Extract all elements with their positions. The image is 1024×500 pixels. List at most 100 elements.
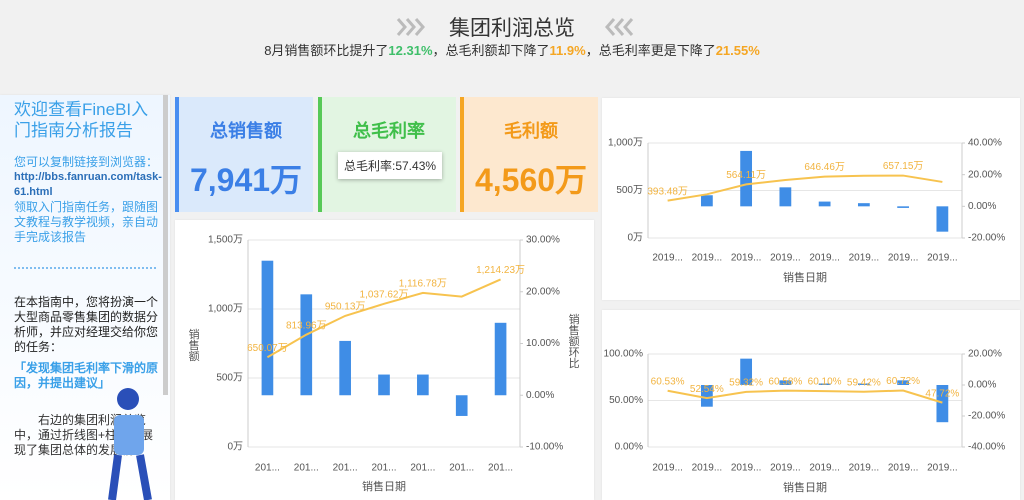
x-tick-label: 201... [449,463,474,474]
data-label: 60.10% [808,377,842,388]
bar [740,150,753,207]
sidebar-link[interactable]: http://bbs.fanruan.com/task-61.html [14,171,162,198]
kpi-title: 总销售额 [210,121,282,141]
line [667,389,943,404]
data-label: 1,214.23万 [476,265,525,276]
x-tick-label: 2019... [809,253,840,264]
y-axis-title: 销售额 [187,327,200,362]
y2-tick-label: 0.00% [968,201,996,212]
data-label: 393.48万 [647,186,688,197]
data-label: 59.42% [847,377,881,388]
sidebar-mission: 「发现集团毛利率下滑的原因，并提出建议」 [14,361,159,390]
y2-tick-label: -40.00% [968,442,1005,453]
illustration [108,388,152,500]
bar [857,383,870,385]
y-tick-label: 0万 [227,442,243,453]
kpi-value: 4,560万 [474,162,588,198]
bar [857,203,870,207]
y-tick-label: 1,000万 [208,304,243,315]
chart: 0.00% 50.00% 100.00% -40.00% -20.00% 0.00% 20.… [604,349,1006,494]
x-tick-label: 2019... [849,253,880,264]
y2-tick-label: 0.00% [968,380,996,391]
x-tick-label: 201... [410,463,435,474]
bar [339,340,351,396]
sidebar-divider [14,267,156,269]
y2-tick-label: 40.00% [968,138,1002,149]
bar [417,374,429,396]
y2-tick-label: -20.00% [968,233,1005,244]
y2-tick-label: 30.00% [526,235,560,246]
data-label: 564.11万 [726,170,766,181]
y2-axis-title: 销售额环比 [567,312,580,368]
y2-tick-label: 20.00% [968,169,1002,180]
x-tick-label: 2019... [731,253,762,264]
data-label: 60.53% [651,376,685,387]
y-tick-label: 0.00% [615,442,643,453]
x-axis-title: 销售日期 [783,480,827,494]
y-tick-label: 50.00% [609,395,643,406]
bar [378,374,390,396]
data-label: 47.72% [925,388,959,399]
x-tick-label: 201... [255,463,280,474]
chart: 0万 500万 1,000万 1,500万 -10.00% 0.00% 10.00% 20.0… [187,235,580,493]
kpi-title: 毛利额 [504,121,558,141]
x-tick-label: 201... [488,463,513,474]
bar [936,206,949,232]
line [266,278,501,359]
page-subtitle: 8月销售额环比提升了12.31%，总毛利额却下降了11.9%，总毛利率更是下降了… [0,40,1024,59]
data-label: 60.58% [768,376,802,387]
sidebar: 欢迎查看FineBI入门指南分析报告 您可以复制链接到浏览器： http://b… [0,95,170,500]
bar [700,385,713,407]
data-label: 1,116.78万 [399,279,447,290]
bar [494,322,507,396]
y2-tick-label: 20.00% [526,286,560,297]
chart-card: 0万 500万 1,000万 -20.00% 0.00% 20.00% 40.00% 2019… [602,98,1020,300]
y2-tick-label: 0.00% [526,390,554,401]
bar [936,385,949,423]
data-label: 646.46万 [804,162,845,173]
x-tick-label: 2019... [849,463,880,474]
data-label: 59.32% [729,377,763,388]
y2-tick-label: 20.00% [968,349,1002,360]
y-tick-label: 0万 [627,233,643,244]
data-label: 60.72% [886,376,920,387]
subtitle-text: ，总毛利额却下降了 [432,43,550,58]
bar [897,380,910,385]
y-tick-label: 1,000万 [608,138,643,149]
y-tick-label: 500万 [616,185,643,196]
x-tick-label: 2019... [692,463,723,474]
bar [779,187,792,207]
kpi-value: 7,941万 [189,162,303,198]
sidebar-intro: 在本指南中，您将扮演一个大型商品零售集团的数据分析师，并应对经理交给你您的任务： [14,295,159,354]
bar [779,380,792,385]
scrollbar[interactable] [163,95,168,395]
y2-tick-label: -10.00% [526,442,563,453]
x-tick-label: 2019... [927,253,958,264]
kpi-title: 总毛利率 [353,121,425,141]
sidebar-hint: 您可以复制链接到浏览器： [14,155,159,169]
data-label: 1,037.62万 [360,289,409,300]
kpi-card: 总毛利率 总毛利率:57.43% [318,97,456,212]
kpi-card: 毛利额 4,560万 [460,97,598,212]
subtitle-highlight: 21.55% [715,43,760,58]
x-tick-label: 201... [371,463,396,474]
x-axis-title: 销售日期 [783,270,827,284]
data-label: 52.54% [690,384,724,395]
subtitle-highlight: 11.9% [549,43,586,58]
x-tick-label: 2019... [888,463,919,474]
y-tick-label: 500万 [216,373,243,384]
x-tick-label: 2019... [770,253,801,264]
sidebar-hint: 领取入门指南任务，跟随图文教程与教学视频，亲自动手完成该报告 [14,200,159,244]
bar [897,206,910,208]
bar [261,260,274,396]
sidebar-heading: 欢迎查看FineBI入门指南分析报告 [14,100,149,140]
bar [700,195,713,207]
y2-tick-label: -20.00% [968,411,1005,422]
subtitle-text: ，总毛利率更是下降了 [585,43,716,58]
bar [818,383,831,385]
x-tick-label: 2019... [888,253,919,264]
x-tick-label: 201... [294,463,319,474]
bar [300,294,313,396]
data-label: 650.07万 [247,343,288,354]
